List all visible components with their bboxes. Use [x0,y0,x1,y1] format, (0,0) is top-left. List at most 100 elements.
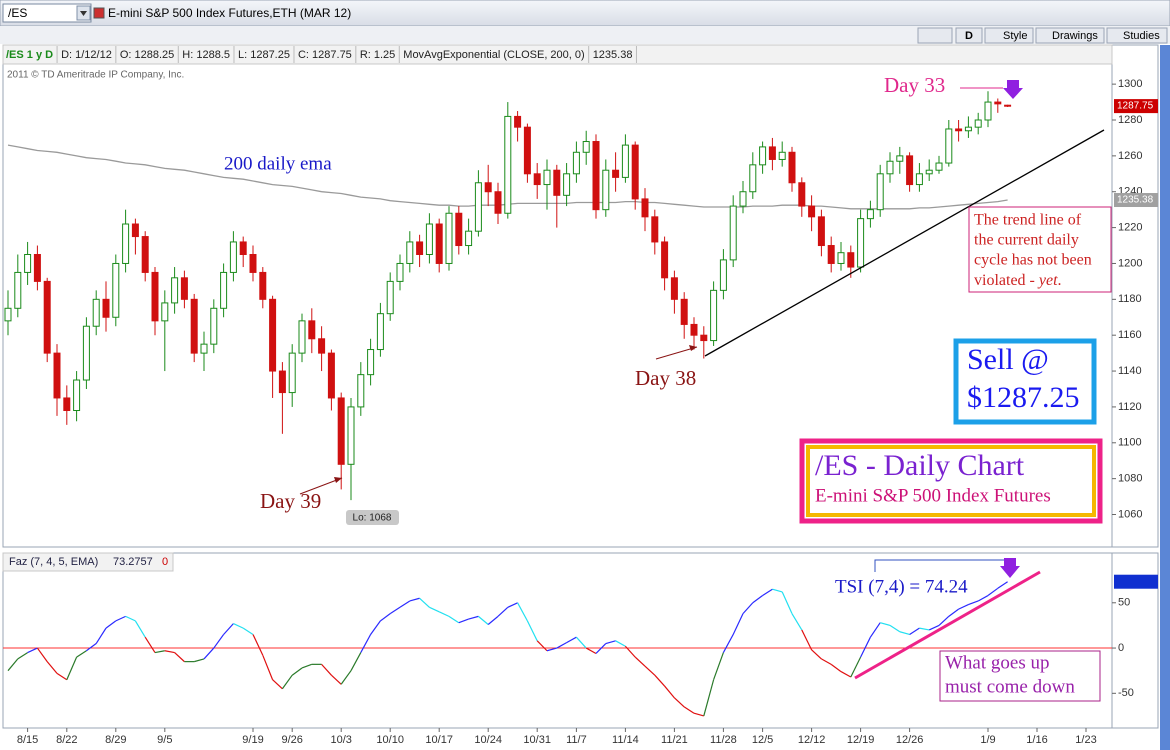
y-tick-label: 0 [1118,642,1124,654]
oscillator-segment [987,587,999,597]
x-tick-label: 1/23 [1075,734,1096,746]
candle-body [249,253,257,273]
oscillator-segment [752,595,763,604]
oscillator-segment [125,615,136,622]
oscillator-segment [811,649,822,660]
oscillator-segment [409,597,420,602]
candle-body [700,334,708,342]
candle-body [53,352,61,399]
candle-body [592,141,600,211]
studies-label[interactable]: Studies [1123,30,1160,42]
drawings-label[interactable]: Drawings [1052,30,1098,42]
candle-body [759,146,767,166]
candle-body [14,271,22,309]
candle-body [288,352,296,394]
period-button[interactable] [955,27,983,44]
oscillator-segment [399,600,411,608]
candle-body [1004,104,1012,107]
candle-body [572,151,580,175]
candle-body [180,277,188,300]
candle-body [92,298,100,327]
candle-body [984,101,992,121]
candle-body [259,271,267,300]
oscillator-last: 73.2757 [113,556,153,568]
oscillator-segment [497,606,509,617]
trend-line [704,129,1105,357]
oscillator-segment [350,652,362,671]
studies-button[interactable] [1106,27,1168,44]
symbol[interactable]: /ES [8,6,27,20]
candle-body [445,212,453,264]
candle-body [455,212,463,247]
candle-body [768,146,776,160]
candle-body [220,271,228,309]
candle-body [612,169,620,178]
candle-body [827,245,835,264]
candle-body [435,223,443,264]
price-tag-label: 1287.75 [1117,101,1154,112]
candle-body [533,173,541,186]
oscillator-segment [242,627,254,635]
candle-body [161,302,169,322]
oscillator-segment [281,674,293,690]
oscillator-segment [526,620,538,642]
oscillator-segment [203,647,215,660]
oscillator-segment [458,618,469,624]
price-tag [1114,193,1158,208]
candle-body [190,298,198,354]
oscillator-segment [742,602,754,615]
x-tick-label: 11/7 [566,734,587,746]
day33-label: Day 33 [884,73,945,97]
oscillator-segment [389,606,401,615]
header: /ES 1 y D D: 1/12/12 O: 1288.25 H: 1288.5 L:… [6,46,637,63]
box-subtitle: E-mini S&P 500 Index Futures [815,485,1051,506]
oscillator-segment [880,622,891,626]
candle-body [504,115,512,214]
candle-body [210,307,218,345]
candle-body [690,323,698,336]
x-tick-label: 8/22 [56,734,77,746]
oscillator-segment [340,670,352,685]
note-box [939,650,1101,702]
candle-body [661,241,669,279]
tool-button[interactable] [917,27,953,44]
symbol-description: E-mini S&P 500 Index Futures,ETH (MAR 12… [108,6,351,20]
candle-body [582,141,590,153]
day38-arrow [655,346,698,360]
candle-body [641,198,649,218]
oscillator-segment [860,636,871,658]
oscillator-segment [517,602,528,622]
oscillator-segment [164,650,175,654]
trend-note: cycle has not been [974,252,1092,269]
oscillator-segment [575,636,587,649]
oscillator-segment [654,674,666,687]
candle-body [739,191,747,207]
oscillator-segment [713,652,724,680]
candle-body [602,169,610,211]
oscillator-segment [899,631,910,636]
candle-body [906,155,914,186]
title-box-inner [806,445,1096,517]
candle-body [200,343,208,354]
drawings-button[interactable] [1035,27,1105,44]
symbol-box[interactable] [2,3,92,23]
candle-body [817,216,825,247]
candle-body [376,313,384,351]
oscillator-segment [968,600,979,606]
candle-body [719,259,727,291]
candle-body [749,164,757,193]
oscillator-segment [683,706,695,714]
candle-body [386,280,394,315]
candle-body [112,262,120,318]
style-label[interactable]: Style [1003,30,1027,42]
candle-body [788,151,796,184]
period-label[interactable]: D [965,30,973,42]
toolbar-row [0,26,1170,44]
candle-body [651,216,659,243]
header-item: C: 1287.75 [298,49,352,61]
style-button[interactable] [984,27,1034,44]
x-tick-label: 11/28 [710,734,737,746]
oscillator-segment [801,629,813,651]
candle-body [327,352,335,399]
oscillator-segment [948,608,959,617]
